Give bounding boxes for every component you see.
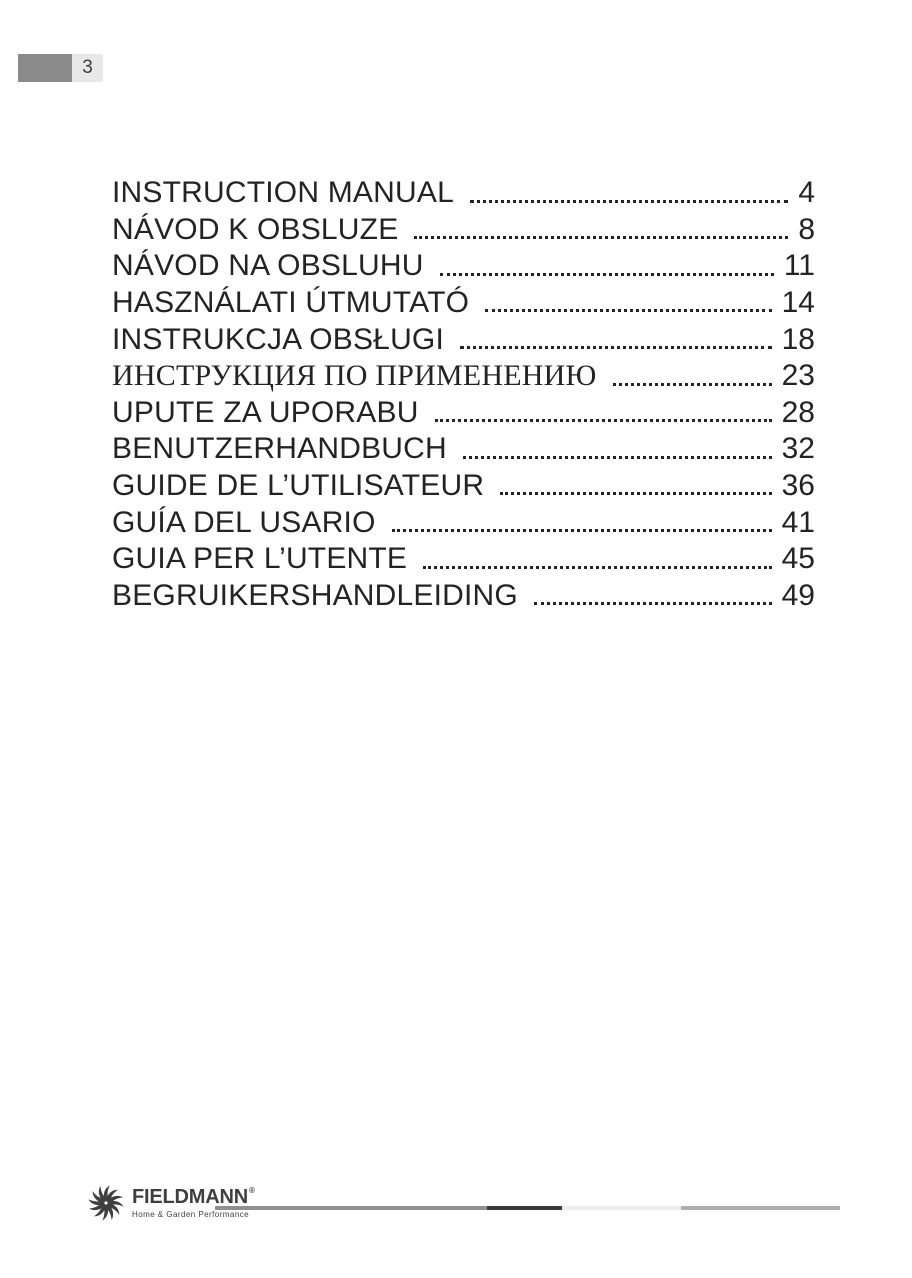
toc-row: INSTRUKCJA OBSŁUGI 18 bbox=[112, 319, 815, 356]
brand-tagline: Home & Garden Performance bbox=[132, 1210, 250, 1219]
toc-row: GUIA PER L’UTENTE 45 bbox=[112, 539, 815, 576]
toc-entry-label: GUIA PER L’UTENTE bbox=[112, 542, 408, 576]
page-badge-bar bbox=[18, 54, 72, 82]
footer: FIELDMANN ® Home & Garden Performance bbox=[85, 1182, 840, 1228]
toc-dotted-leader bbox=[533, 602, 772, 606]
toc-entry-page: 11 bbox=[783, 249, 815, 283]
page-number-badge: 3 bbox=[18, 54, 103, 82]
toc-entry-label: INSTRUKCJA OBSŁUGI bbox=[112, 322, 445, 356]
toc-entry-page: 23 bbox=[781, 359, 815, 393]
footer-rule-segment bbox=[561, 1206, 681, 1210]
toc-entry-page: 8 bbox=[798, 212, 815, 246]
toc-row: NÁVOD NA OBSLUHU 11 bbox=[112, 246, 815, 283]
toc-dotted-leader bbox=[462, 455, 772, 459]
toc-entry-page: 14 bbox=[781, 285, 815, 319]
toc-row: UPUTE ZA UPORABU 28 bbox=[112, 393, 815, 430]
toc-dotted-leader bbox=[500, 492, 772, 496]
footer-rule bbox=[215, 1206, 840, 1210]
toc-entry-page: 45 bbox=[781, 542, 815, 576]
toc-row: NÁVOD K OBSLUZE 8 bbox=[112, 210, 815, 247]
toc-entry-page: 36 bbox=[781, 468, 815, 502]
toc-entry-page: 32 bbox=[781, 432, 815, 466]
toc-row: INSTRUCTION MANUAL 4 bbox=[112, 173, 815, 210]
toc-dotted-leader bbox=[391, 528, 772, 532]
page-number: 3 bbox=[72, 54, 103, 82]
toc-dotted-leader bbox=[469, 199, 789, 203]
toc-entry-label: UPUTE ZA UPORABU bbox=[112, 395, 419, 429]
toc-row: GUIDE DE L’UTILISATEUR 36 bbox=[112, 466, 815, 503]
footer-rule-segment bbox=[486, 1206, 562, 1210]
footer-rule-segment bbox=[680, 1206, 840, 1210]
toc-entry-label: HASZNÁLATI ÚTMUTATÓ bbox=[112, 285, 470, 319]
brand-logo: FIELDMANN ® Home & Garden Performance bbox=[85, 1182, 255, 1224]
toc-entry-page: 18 bbox=[781, 322, 815, 356]
toc-dotted-leader bbox=[439, 272, 774, 276]
toc-entry-label: NÁVOD K OBSLUZE bbox=[112, 212, 399, 246]
toc-entry-label: BENUTZERHANDBUCH bbox=[112, 432, 447, 466]
toc-entry-label: INSTRUCTION MANUAL bbox=[112, 176, 454, 210]
toc-dotted-leader bbox=[434, 419, 772, 423]
toc-row: HASZNÁLATI ÚTMUTATÓ 14 bbox=[112, 283, 815, 320]
brand-text-block: FIELDMANN ® Home & Garden Performance bbox=[132, 1186, 255, 1220]
toc-entry-page: 49 bbox=[781, 578, 815, 612]
footer-rule-segment bbox=[215, 1206, 487, 1210]
toc-entry-page: 4 bbox=[798, 176, 815, 210]
toc-dotted-leader bbox=[612, 382, 772, 386]
toc-dotted-leader bbox=[460, 345, 772, 349]
toc-row: BENUTZERHANDBUCH 32 bbox=[112, 429, 815, 466]
toc-entry-page: 28 bbox=[781, 395, 815, 429]
toc-row: GUÍA DEL USARIO 41 bbox=[112, 502, 815, 539]
toc-row: ИНСТРУКЦИЯ ПО ПРИМЕНЕНИЮ 23 bbox=[112, 356, 815, 393]
toc-dotted-leader bbox=[414, 236, 789, 240]
table-of-contents: INSTRUCTION MANUAL 4 NÁVOD K OBSLUZE 8 N… bbox=[112, 173, 815, 612]
toc-entry-label: GUÍA DEL USARIO bbox=[112, 505, 376, 539]
toc-entry-page: 41 bbox=[781, 505, 815, 539]
toc-entry-label: BEGRUIKERSHANDLEIDING bbox=[112, 578, 518, 612]
brand-name: FIELDMANN bbox=[132, 1186, 248, 1208]
trademark-symbol: ® bbox=[248, 1186, 255, 1195]
toc-dotted-leader bbox=[423, 565, 772, 569]
toc-entry-label: NÁVOD NA OBSLUHU bbox=[112, 249, 424, 283]
toc-entry-label: GUIDE DE L’UTILISATEUR bbox=[112, 468, 485, 502]
toc-dotted-leader bbox=[485, 309, 772, 313]
pinwheel-icon bbox=[85, 1182, 127, 1224]
toc-entry-label: ИНСТРУКЦИЯ ПО ПРИМЕНЕНИЮ bbox=[112, 359, 597, 393]
toc-row: BEGRUIKERSHANDLEIDING 49 bbox=[112, 576, 815, 613]
toc-list: INSTRUCTION MANUAL 4 NÁVOD K OBSLUZE 8 N… bbox=[112, 173, 815, 612]
